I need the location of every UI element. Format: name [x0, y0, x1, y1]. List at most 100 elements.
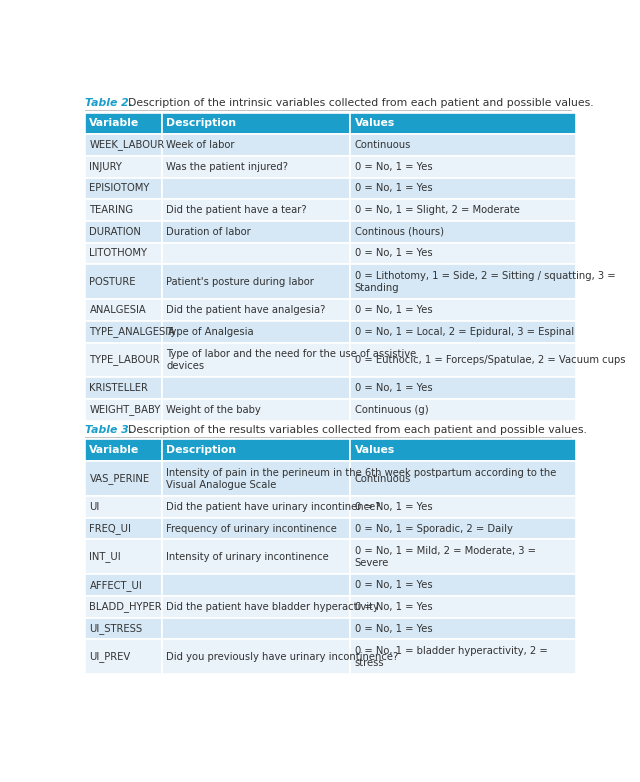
Text: 0 = No, 1 = Slight, 2 = Moderate: 0 = No, 1 = Slight, 2 = Moderate	[355, 205, 520, 215]
Text: Variable: Variable	[90, 445, 140, 455]
Bar	[350, 178, 576, 199]
Text: UI: UI	[90, 502, 100, 512]
Text: Did the patient have a tear?: Did the patient have a tear?	[166, 205, 307, 215]
Text: Did the patient have analgesia?: Did the patient have analgesia?	[166, 305, 326, 315]
Text: 0 = No, 1 = Yes: 0 = No, 1 = Yes	[355, 249, 433, 258]
Text: 0 = Euthocic, 1 = Forceps/Spatulae, 2 = Vacuum cups: 0 = Euthocic, 1 = Forceps/Spatulae, 2 = …	[355, 355, 625, 365]
Bar	[162, 596, 350, 618]
Text: 0 = No, 1 = Yes: 0 = No, 1 = Yes	[355, 162, 433, 172]
Bar	[350, 518, 576, 540]
Text: Type of Analgesia: Type of Analgesia	[166, 327, 254, 337]
Text: stress: stress	[355, 658, 385, 668]
Bar	[350, 618, 576, 640]
Text: Description: Description	[166, 118, 236, 128]
Bar	[85, 540, 162, 574]
Bar	[350, 596, 576, 618]
Text: ANALGESIA: ANALGESIA	[90, 305, 146, 315]
Text: AFFECT_UI: AFFECT_UI	[90, 579, 142, 590]
Text: TYPE_ANALGESIA: TYPE_ANALGESIA	[90, 326, 175, 337]
Text: TYPE_LABOUR: TYPE_LABOUR	[90, 354, 160, 365]
Bar	[350, 378, 576, 399]
Bar	[162, 618, 350, 640]
Text: 0 = No, 1 = Yes: 0 = No, 1 = Yes	[355, 183, 433, 193]
Text: Values: Values	[355, 445, 395, 455]
Text: Continuous: Continuous	[355, 474, 411, 483]
Bar	[85, 135, 162, 156]
Text: Continuous (g): Continuous (g)	[355, 405, 428, 415]
Text: 0 = No, 1 = Yes: 0 = No, 1 = Yes	[355, 502, 433, 512]
Bar	[162, 321, 350, 343]
Text: WEEK_LABOUR: WEEK_LABOUR	[90, 139, 164, 150]
Text: Did the patient have urinary incontinence?: Did the patient have urinary incontinenc…	[166, 502, 381, 512]
Bar	[85, 343, 162, 378]
Text: Frequency of urinary incontinence: Frequency of urinary incontinence	[166, 524, 337, 533]
Text: BLADD_HYPER: BLADD_HYPER	[90, 601, 162, 612]
Text: 0 = No, 1 = Mild, 2 = Moderate, 3 =: 0 = No, 1 = Mild, 2 = Moderate, 3 =	[355, 546, 536, 556]
Text: UI_STRESS: UI_STRESS	[90, 623, 143, 634]
Bar	[162, 156, 350, 178]
Text: 0 = No, 1 = Local, 2 = Epidural, 3 = Espinal: 0 = No, 1 = Local, 2 = Epidural, 3 = Esp…	[355, 327, 574, 337]
Text: LITOTHOMY: LITOTHOMY	[90, 249, 147, 258]
Bar	[350, 321, 576, 343]
Bar	[85, 518, 162, 540]
Text: INT_UI: INT_UI	[90, 551, 121, 562]
Bar	[85, 221, 162, 242]
Bar	[85, 439, 162, 461]
Bar	[162, 574, 350, 596]
Text: 0 = No, 1 = Yes: 0 = No, 1 = Yes	[355, 602, 433, 612]
Text: Intensity of pain in the perineum in the 6th week postpartum according to the: Intensity of pain in the perineum in the…	[166, 468, 557, 478]
Text: INJURY: INJURY	[90, 162, 122, 172]
Bar	[162, 378, 350, 399]
Text: Patient's posture during labor: Patient's posture during labor	[166, 277, 314, 287]
Bar	[350, 156, 576, 178]
Text: Continous (hours): Continous (hours)	[355, 227, 444, 237]
Bar	[162, 343, 350, 378]
Text: Table 2.: Table 2.	[85, 99, 133, 108]
Text: Did the patient have bladder hyperactivity: Did the patient have bladder hyperactivi…	[166, 602, 379, 612]
Text: Weight of the baby: Weight of the baby	[166, 405, 261, 415]
Bar	[162, 199, 350, 221]
Text: Description: Description	[166, 445, 236, 455]
Text: Visual Analogue Scale: Visual Analogue Scale	[166, 479, 276, 490]
Text: Variable: Variable	[90, 118, 140, 128]
Bar	[162, 135, 350, 156]
Bar	[85, 618, 162, 640]
Text: FREQ_UI: FREQ_UI	[90, 523, 131, 534]
Bar	[85, 178, 162, 199]
Bar	[162, 461, 350, 496]
Bar	[162, 399, 350, 421]
Bar	[162, 300, 350, 321]
Text: Values: Values	[355, 118, 395, 128]
Text: Description of the results variables collected from each patient and possible va: Description of the results variables col…	[121, 425, 586, 436]
Bar	[162, 518, 350, 540]
Bar	[162, 439, 350, 461]
Text: EPISIOTOMY: EPISIOTOMY	[90, 183, 150, 193]
Text: Table 3.: Table 3.	[85, 425, 133, 436]
Bar	[350, 461, 576, 496]
Text: Did you previously have urinary incontinence?: Did you previously have urinary incontin…	[166, 652, 399, 662]
Bar	[162, 178, 350, 199]
Bar	[350, 300, 576, 321]
Text: UI_PREV: UI_PREV	[90, 651, 131, 662]
Text: Was the patient injured?: Was the patient injured?	[166, 162, 288, 172]
Bar	[350, 439, 576, 461]
Bar	[350, 640, 576, 674]
Text: 0 = No, 1 = Yes: 0 = No, 1 = Yes	[355, 623, 433, 633]
Bar	[85, 321, 162, 343]
Text: POSTURE: POSTURE	[90, 277, 136, 287]
Bar	[350, 221, 576, 242]
Text: Severe: Severe	[355, 558, 389, 568]
Bar	[85, 300, 162, 321]
Bar	[85, 113, 162, 135]
Text: VAS_PERINE: VAS_PERINE	[90, 473, 150, 484]
Bar	[85, 264, 162, 300]
Text: Standing: Standing	[355, 283, 399, 292]
Bar	[85, 156, 162, 178]
Bar	[350, 242, 576, 264]
Text: Week of labor: Week of labor	[166, 140, 235, 150]
Bar	[85, 461, 162, 496]
Bar	[162, 242, 350, 264]
Text: DURATION: DURATION	[90, 227, 141, 237]
Bar	[85, 596, 162, 618]
Text: 0 = No, 1 = Yes: 0 = No, 1 = Yes	[355, 383, 433, 393]
